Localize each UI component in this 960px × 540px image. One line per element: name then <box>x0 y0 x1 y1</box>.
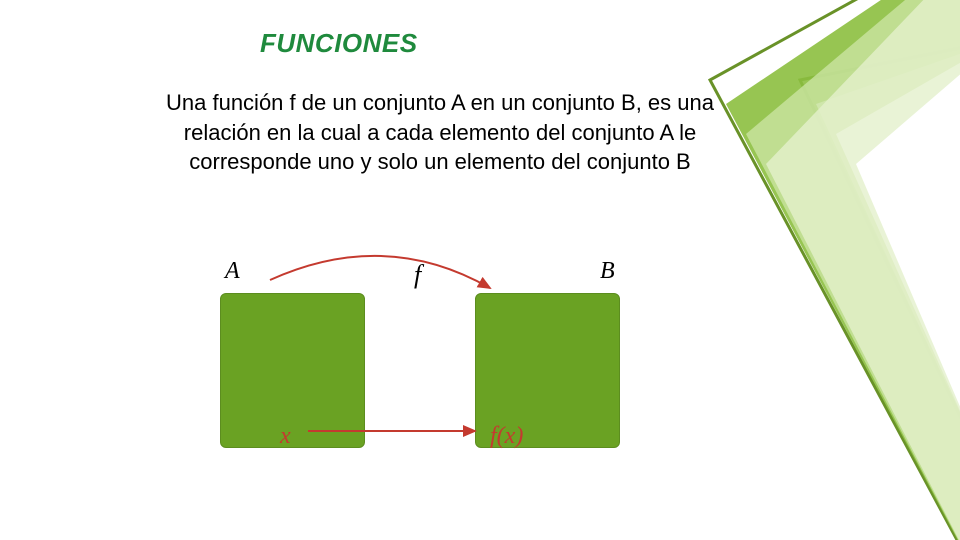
set-a-label-text: A <box>225 258 240 284</box>
set-a-label: A <box>225 258 240 285</box>
element-arrow <box>190 426 690 446</box>
function-diagram: A f B x f(x) <box>190 258 690 518</box>
mapping-arc <box>190 218 690 298</box>
set-b-label: B <box>600 258 615 285</box>
definition-text: Una función f de un conjunto A en un con… <box>130 88 750 177</box>
decorative-chevrons <box>700 0 960 540</box>
set-b-label-text: B <box>600 258 615 284</box>
title-text: FUNCIONES <box>260 28 418 58</box>
set-a-box <box>220 293 365 448</box>
mapping-arc-path <box>270 256 490 288</box>
slide: FUNCIONES Una función f de un conjunto A… <box>0 0 960 540</box>
mapping-label-text: f <box>414 260 421 289</box>
slide-title: FUNCIONES <box>260 28 418 59</box>
body-text-content: Una función f de un conjunto A en un con… <box>166 90 714 174</box>
mapping-label: f <box>414 260 421 290</box>
